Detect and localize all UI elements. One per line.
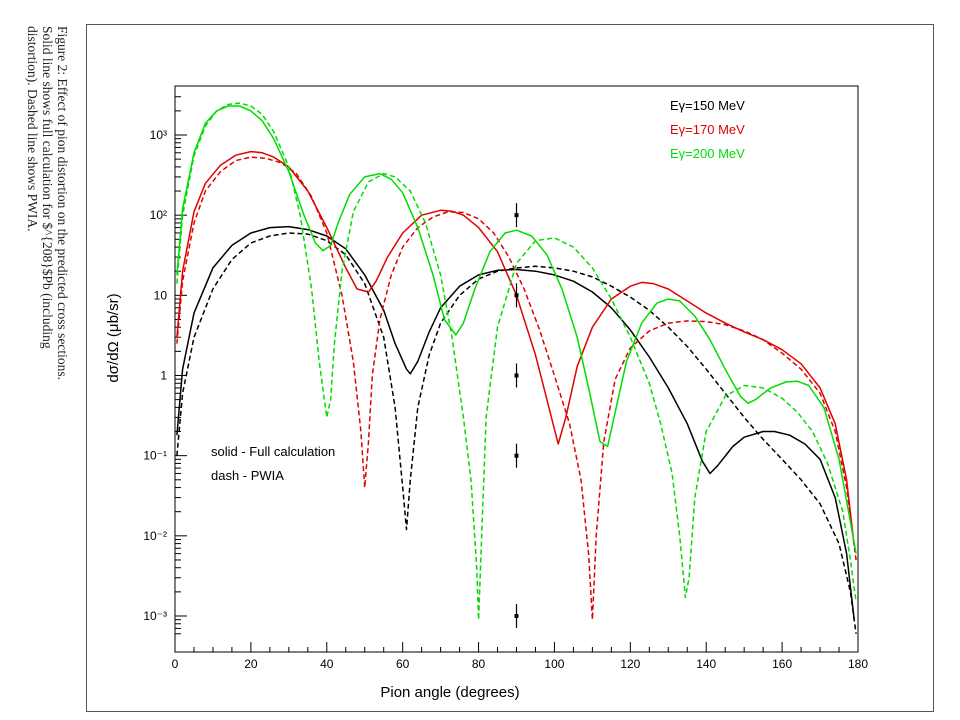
x-tick-label: 40 (320, 657, 334, 671)
style-legend-entry: dash - PWIA (211, 468, 284, 483)
marker-point (514, 453, 519, 458)
axes: 0 20 40 60 80 100 120 140 160 180 10⁻³ 10⁻² 10⁻¹ 1 10 1… (143, 85, 868, 671)
x-tick-label: 140 (696, 657, 716, 671)
curves (176, 102, 857, 634)
x-axis-label: Pion angle (degrees) (380, 684, 519, 701)
y-tick-label: 1 (160, 369, 167, 383)
marker-point (514, 373, 519, 378)
data-markers (514, 203, 519, 628)
energy-legend-entry: Eγ=170 MeV (670, 122, 745, 137)
x-tick-label: 60 (396, 657, 410, 671)
x-tick-label: 0 (172, 657, 179, 671)
y-tick-label: 10³ (150, 128, 167, 142)
marker-point (514, 614, 519, 618)
curve-solid-4 (176, 105, 857, 554)
x-tick-label: 100 (544, 657, 564, 671)
marker-point (514, 293, 519, 298)
marker-point (514, 213, 519, 218)
x-tick-label: 180 (848, 657, 868, 671)
x-tick-label: 20 (244, 657, 258, 671)
y-tick-label: 10 (154, 288, 168, 302)
x-tick-label: 80 (472, 657, 486, 671)
x-tick-label: 120 (620, 657, 640, 671)
plot-frame (86, 24, 934, 712)
y-tick-label: 10² (150, 208, 167, 222)
legends: Eγ=150 MeV Eγ=170 MeV Eγ=200 MeV solid - Fu… (211, 98, 745, 483)
curve-solid-0 (176, 225, 855, 620)
curve-dashed-5 (176, 102, 857, 621)
style-legend-entry: solid - Full calculation (211, 444, 335, 459)
curve-dashed-3 (176, 156, 857, 621)
energy-legend-entry: Eγ=150 MeV (670, 98, 745, 113)
y-tick-label: 10⁻¹ (143, 449, 167, 463)
x-tick-label: 160 (772, 657, 792, 671)
y-tick-label: 10⁻² (143, 529, 167, 543)
curve-solid-2 (176, 150, 855, 546)
energy-legend-entry: Eγ=200 MeV (670, 146, 745, 161)
y-axis-label: dσ/dΩ (μb/sr) (105, 293, 122, 382)
y-tick-label: 10⁻³ (143, 609, 167, 623)
